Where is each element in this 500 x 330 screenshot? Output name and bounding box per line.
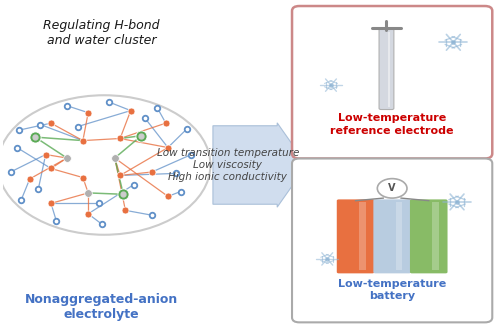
Polygon shape: [213, 123, 307, 207]
Bar: [359, 202, 366, 271]
Circle shape: [0, 95, 210, 235]
Text: Regulating H-bond
and water cluster: Regulating H-bond and water cluster: [44, 19, 160, 47]
Bar: [396, 202, 402, 271]
Bar: [432, 202, 439, 271]
FancyBboxPatch shape: [410, 199, 448, 273]
FancyBboxPatch shape: [379, 29, 394, 110]
FancyBboxPatch shape: [292, 6, 492, 158]
Circle shape: [378, 179, 407, 198]
Text: Low transition temperature
Low viscosity
High ionic conductivity: Low transition temperature Low viscosity…: [156, 148, 299, 182]
FancyBboxPatch shape: [337, 199, 374, 273]
Text: V: V: [388, 183, 396, 193]
Text: Low-temperature
reference electrode: Low-temperature reference electrode: [330, 114, 454, 136]
Text: Nonaggregated-anion
electrolyte: Nonaggregated-anion electrolyte: [25, 293, 178, 321]
FancyBboxPatch shape: [374, 199, 411, 273]
Text: Low-temperature
battery: Low-temperature battery: [338, 279, 446, 301]
FancyBboxPatch shape: [292, 158, 492, 322]
Bar: [388, 32, 390, 107]
